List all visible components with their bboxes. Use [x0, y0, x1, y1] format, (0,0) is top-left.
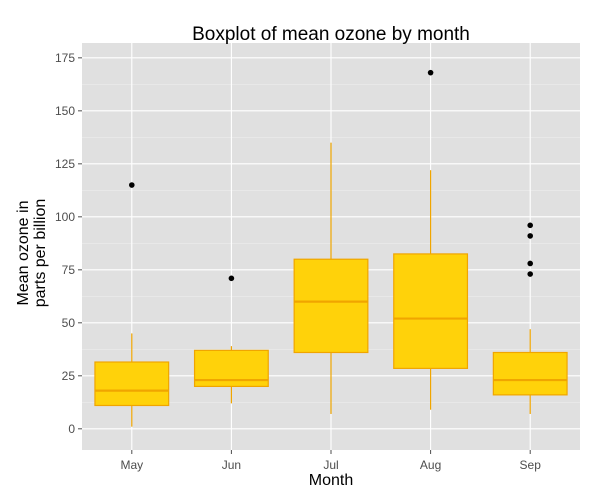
y-tick-label: 100: [55, 210, 75, 224]
y-tick-label: 75: [62, 263, 76, 277]
iqr-box: [393, 253, 469, 369]
x-tick-label: Jun: [222, 458, 241, 472]
x-axis-title: Month: [309, 472, 353, 489]
y-tick-label: 0: [68, 422, 75, 436]
boxes: [94, 69, 568, 427]
y-axis-title-line-2: parts per billion: [32, 199, 49, 308]
outlier-point: [527, 260, 533, 267]
y-tick-label: 175: [55, 51, 75, 65]
outlier-point: [228, 275, 235, 282]
box-sep: [492, 222, 568, 414]
outlier-point: [527, 271, 533, 277]
iqr-box: [94, 361, 170, 407]
y-tick-label: 150: [55, 104, 75, 118]
y-tick-label: 50: [62, 316, 76, 330]
x-tick-label: Sep: [520, 458, 542, 472]
box-jul: [293, 142, 369, 414]
box-may: [94, 182, 170, 427]
x-tick-label: Aug: [420, 458, 441, 472]
iqr-box: [293, 258, 369, 354]
y-axis-ticks: 0 25 50 75 100 125 150 175: [55, 51, 82, 436]
y-tick-label: 25: [62, 369, 76, 383]
iqr-box: [492, 351, 568, 396]
x-tick-label: Jul: [323, 458, 338, 472]
box-jun: [193, 275, 269, 404]
outlier-point: [527, 233, 533, 239]
outlier-point: [129, 182, 135, 188]
outlier-point: [527, 222, 533, 229]
box-aug: [393, 69, 469, 410]
y-tick-label: 125: [55, 157, 75, 171]
outlier-point: [427, 69, 434, 76]
x-axis-ticks: May Jun Jul Aug Sep: [120, 450, 541, 472]
chart-title: Boxplot of mean ozone by month: [192, 24, 470, 45]
y-axis-title-line-1: Mean ozone in: [15, 201, 32, 306]
x-tick-label: May: [120, 458, 143, 472]
